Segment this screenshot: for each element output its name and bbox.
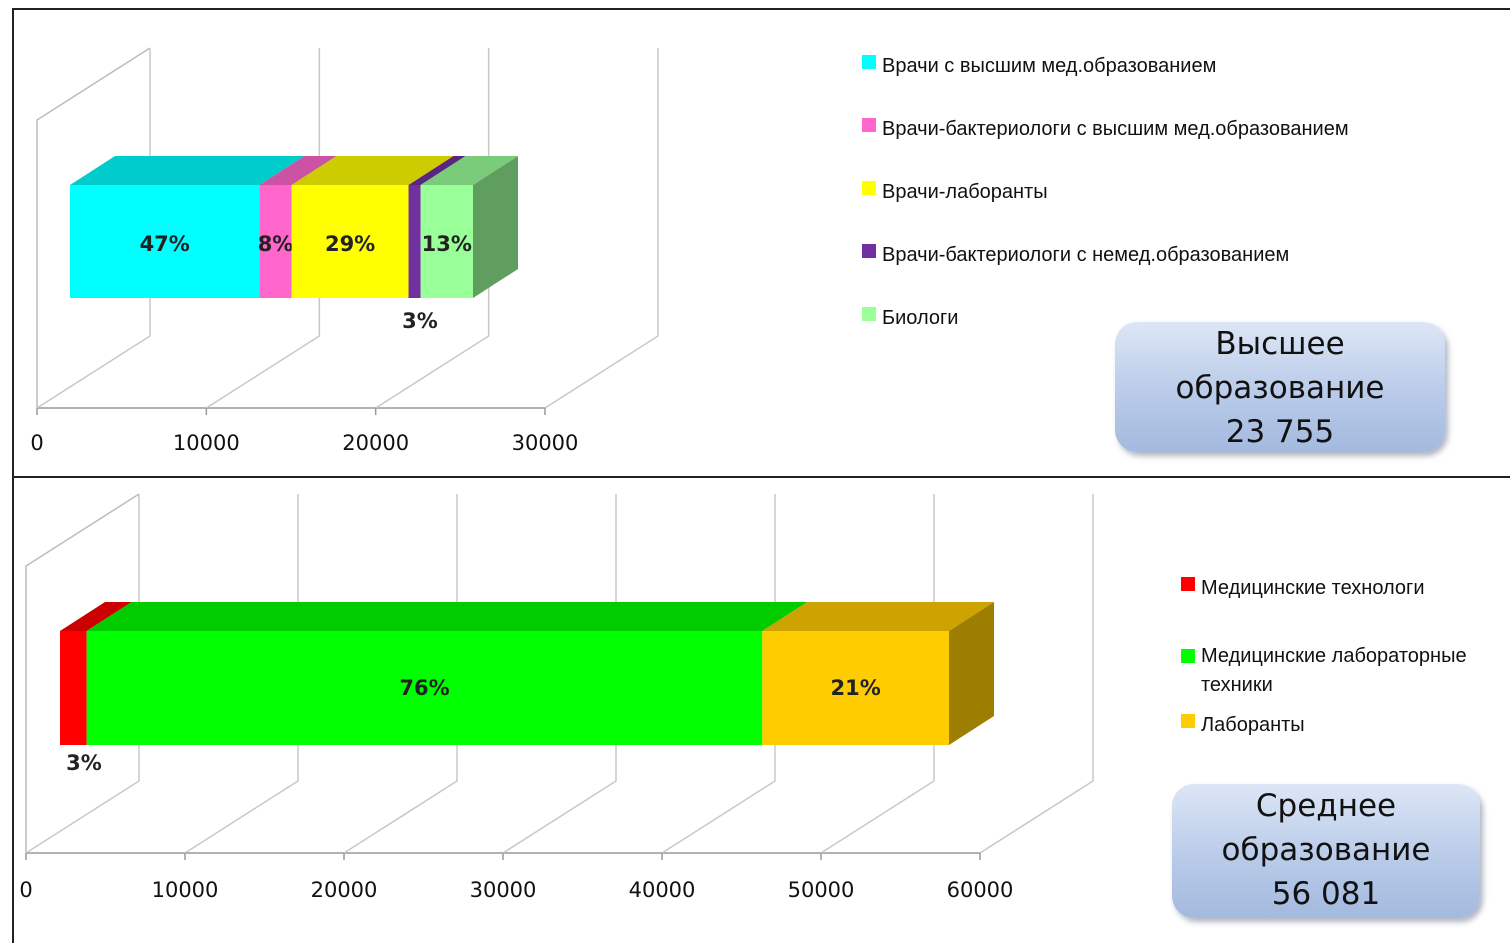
x-tick-label: 30000 (512, 431, 579, 455)
chart-higher-education: 0 10000 20000 30000 47% 8% 29% 3% 13% (30, 47, 659, 455)
x-tick-label: 10000 (152, 878, 219, 902)
data-label: 8% (258, 232, 294, 256)
legend-swatch (862, 181, 876, 195)
bar-segment-side (473, 156, 518, 298)
data-label: 47% (140, 232, 190, 256)
bar-segment (86, 631, 763, 745)
bar-segment-top (86, 602, 808, 631)
outer-frame (12, 8, 1510, 943)
data-label: 3% (66, 751, 102, 775)
data-label: 13% (422, 232, 472, 256)
legend-swatch (1181, 714, 1195, 728)
x-tick-label: 0 (19, 878, 32, 902)
bar-segment (762, 631, 949, 745)
bar-segment (291, 185, 409, 298)
gridline (661, 494, 776, 854)
legend-label: Медицинские лабораторные техники (1201, 645, 1467, 696)
legend-item: Врачи-лаборанты (862, 181, 1048, 204)
bar-segment (70, 185, 260, 298)
bar-segment-top (60, 602, 132, 631)
legend-label: Биологи (882, 307, 959, 329)
gridline (25, 494, 140, 854)
summary-line: Среднее (1255, 788, 1397, 824)
legend-item: Медицинские лабораторные техники (1181, 642, 1481, 700)
legend-label: Врачи с высшим мед.образованием (882, 55, 1217, 77)
wall-edge (36, 47, 151, 408)
bar-segment-side (949, 602, 994, 745)
summary-line: образование (1175, 370, 1385, 406)
gridline (375, 48, 490, 409)
bar-segment-top (259, 156, 337, 185)
x-tick-label: 0 (30, 431, 43, 455)
data-label: 21% (831, 676, 881, 700)
bar-segment (259, 185, 292, 298)
legend-swatch (862, 118, 876, 132)
summary-badge-secondary: Среднее образование 56 081 (1172, 784, 1480, 918)
legend-label: Врачи-лаборанты (882, 181, 1048, 203)
summary-total: 56 081 (1271, 876, 1381, 912)
bar-segment (408, 185, 421, 298)
gridline (979, 494, 1094, 854)
legend-label: Лаборанты (1201, 714, 1305, 736)
legend-label: Врачи-бактериологи с немед.образованием (882, 244, 1290, 266)
gridline (205, 48, 321, 409)
data-label: 29% (325, 232, 375, 256)
bar-segment-top (408, 156, 466, 185)
gridline (184, 494, 299, 854)
legend-swatch (862, 55, 876, 69)
x-tick-label: 20000 (311, 878, 378, 902)
bar-segment-top (420, 156, 518, 185)
bar-segment (60, 631, 87, 745)
bar-segment (420, 185, 473, 298)
gridline (502, 494, 617, 854)
summary-total: 23 755 (1225, 414, 1335, 450)
summary-badge-higher: Высшее образование 23 755 (1115, 322, 1445, 452)
chart-secondary-education: 0 10000 20000 30000 40000 50000 60000 3% 76% 21% (19, 493, 1094, 902)
panel-divider (12, 476, 1510, 478)
summary-line: Высшее (1215, 326, 1345, 362)
legend-swatch (1181, 649, 1195, 663)
legend-item: Биологи (862, 307, 958, 330)
data-label: 76% (399, 676, 449, 700)
legend-item: Врачи-бактериологи с немед.образованием (862, 244, 1289, 267)
legend-swatch (862, 307, 876, 321)
x-tick-label: 20000 (342, 431, 409, 455)
x-tick-label: 40000 (629, 878, 696, 902)
bar-segment-top (291, 156, 454, 185)
bar-segment-top (762, 602, 994, 631)
gridline (343, 494, 458, 854)
x-tick-label: 60000 (947, 878, 1014, 902)
legend-label: Врачи-бактериологи с высшим мед.образова… (882, 118, 1349, 140)
legend-swatch (1181, 577, 1195, 591)
legend-item: Медицинские технологи (1181, 577, 1425, 600)
legend-swatch (862, 244, 876, 258)
legend-item: Лаборанты (1181, 714, 1305, 737)
wall-edge (25, 493, 140, 853)
data-label: 3% (402, 309, 438, 333)
x-tick-label: 50000 (788, 878, 855, 902)
gridline (36, 48, 151, 409)
gridline (544, 48, 659, 409)
summary-line: образование (1221, 832, 1431, 868)
gridline (820, 494, 935, 854)
x-tick-label: 30000 (470, 878, 537, 902)
x-tick-label: 10000 (173, 431, 240, 455)
bar-segment-top (70, 156, 305, 185)
legend-item: Врачи-бактериологи с высшим мед.образова… (862, 118, 1349, 141)
legend-item: Врачи с высшим мед.образованием (862, 55, 1216, 78)
legend-label: Медицинские технологи (1201, 577, 1425, 599)
